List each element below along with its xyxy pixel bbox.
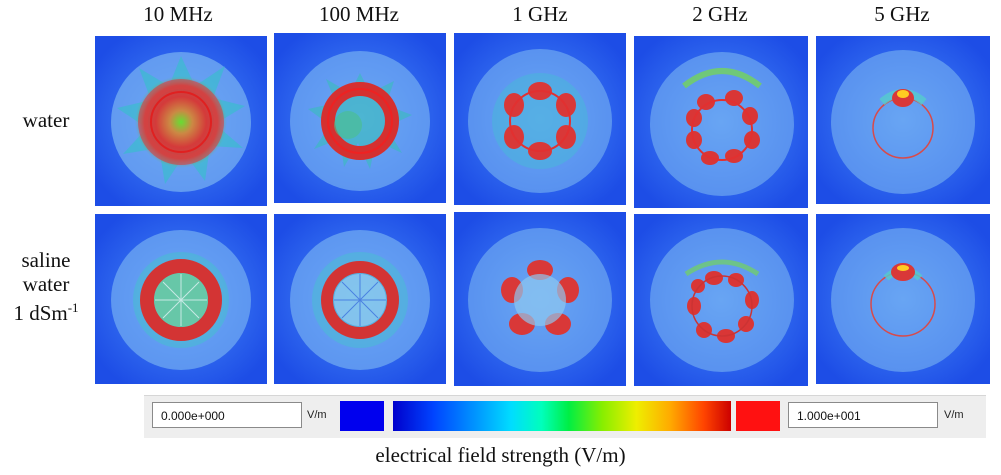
field-map-saline-10mhz xyxy=(95,214,267,384)
column-header-10mhz: 10 MHz xyxy=(143,2,213,26)
field-map-saline-100mhz xyxy=(274,214,446,384)
legend-min-value[interactable]: 0.000e+000 xyxy=(152,402,302,428)
field-map-water-5ghz xyxy=(816,36,990,204)
field-map-saline-5ghz xyxy=(816,214,990,384)
field-map-water-10mhz xyxy=(95,36,267,206)
field-map-water-2ghz xyxy=(634,36,808,208)
row-header-saline-line3: 1 dSm-1 xyxy=(0,296,92,325)
legend-min-swatch[interactable] xyxy=(340,401,384,431)
row-header-saline-line2: water xyxy=(22,272,70,296)
legend-max-value[interactable]: 1.000e+001 xyxy=(788,402,938,428)
column-header-5ghz: 5 GHz xyxy=(874,2,930,26)
field-map-water-1ghz xyxy=(454,33,626,205)
field-map-water-100mhz xyxy=(274,33,446,203)
row-header-saline-exponent: -1 xyxy=(67,300,79,315)
column-header-1ghz: 1 GHz xyxy=(512,2,568,26)
legend-max-unit: V/m xyxy=(944,409,964,421)
color-scale-legend: 0.000e+000 V/m 1.000e+001 V/m xyxy=(144,395,986,438)
legend-color-gradient xyxy=(393,401,731,431)
row-header-saline-unit: 1 dSm xyxy=(13,301,68,325)
row-header-saline-water: saline water 1 dSm-1 xyxy=(0,248,92,325)
legend-max-swatch[interactable] xyxy=(736,401,780,431)
column-header-2ghz: 2 GHz xyxy=(692,2,748,26)
row-header-water: water xyxy=(22,108,70,132)
row-header-saline-line1: saline xyxy=(21,248,71,272)
field-map-saline-2ghz xyxy=(634,214,808,386)
legend-caption: electrical field strength (V/m) xyxy=(375,443,626,467)
column-header-100mhz: 100 MHz xyxy=(319,2,399,26)
legend-min-unit: V/m xyxy=(307,409,327,421)
field-map-saline-1ghz xyxy=(454,212,626,386)
